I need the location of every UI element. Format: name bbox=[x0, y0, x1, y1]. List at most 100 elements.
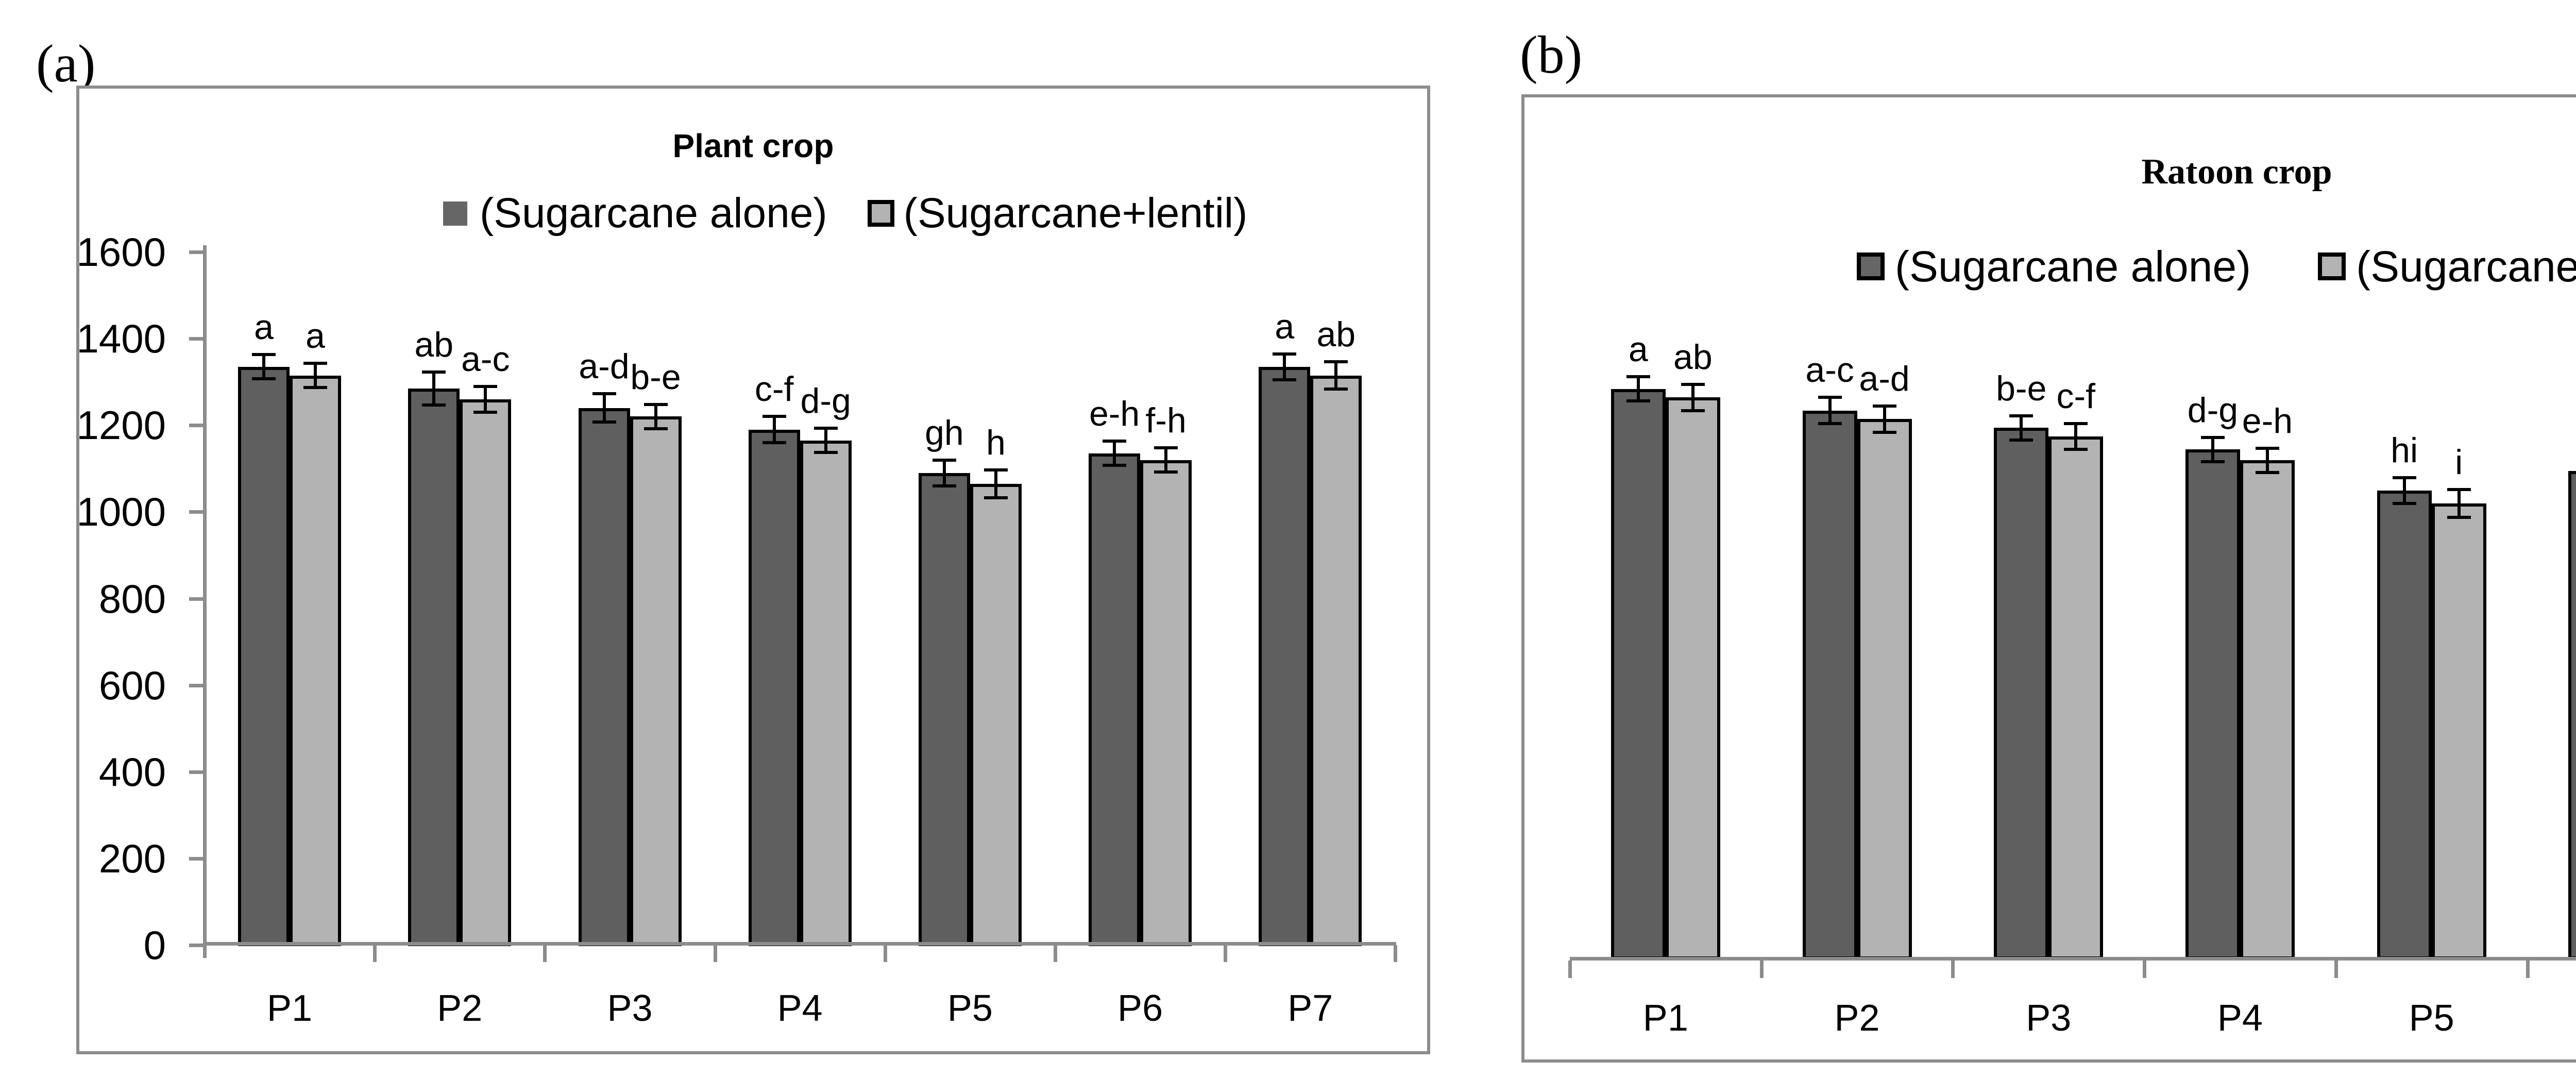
bar-sugarcane-alone bbox=[1259, 366, 1311, 946]
bar-sugarcane-alone bbox=[2568, 471, 2576, 959]
significance-letter: i bbox=[2455, 443, 2463, 482]
x-axis-tick bbox=[1759, 961, 1764, 978]
significance-letter: a-c bbox=[461, 339, 510, 379]
bar-sugarcane-alone bbox=[408, 388, 460, 946]
x-axis-tick bbox=[2334, 961, 2338, 978]
error-bar-top-cap bbox=[1872, 405, 1896, 408]
error-bar-top-cap bbox=[303, 362, 328, 365]
y-tick-label: 600 bbox=[98, 662, 166, 708]
error-bar-bottom-cap bbox=[2064, 448, 2088, 451]
significance-letter: e-h bbox=[1089, 394, 1140, 434]
significance-letter: b-e bbox=[1996, 368, 2047, 408]
bar-sugarcane-lentil bbox=[630, 416, 682, 946]
significance-letter: ab bbox=[414, 325, 454, 364]
error-bar-top-cap bbox=[252, 353, 276, 357]
bar-sugarcane-lentil bbox=[2431, 503, 2486, 959]
y-tick-label: 200 bbox=[98, 835, 166, 881]
x-category-label: P6 bbox=[1117, 988, 1163, 1029]
error-bar-top-cap bbox=[1818, 396, 1842, 399]
error-bar bbox=[484, 386, 487, 413]
y-axis-tick bbox=[189, 424, 203, 428]
error-bar bbox=[1283, 353, 1286, 380]
error-bar-top-cap bbox=[984, 468, 1008, 471]
x-axis-line bbox=[1570, 957, 2576, 961]
legend-label-sugarcane-lentil: (Sugarcane+lentil) bbox=[2356, 242, 2576, 291]
y-axis-line bbox=[203, 245, 207, 958]
bar-sugarcane-lentil bbox=[970, 483, 1022, 946]
error-bar bbox=[2211, 437, 2214, 462]
legend-swatch-sugarcane-lentil bbox=[867, 200, 894, 227]
x-axis-tick bbox=[1568, 961, 1572, 978]
error-bar-top-cap bbox=[2009, 414, 2033, 417]
error-bar bbox=[1164, 447, 1168, 473]
panel-a-legend: (Sugarcane alone) (Sugarcane+lentil) bbox=[443, 192, 1247, 234]
error-bar-top-cap bbox=[643, 402, 668, 406]
legend-label-sugarcane-lentil: (Sugarcane+lentil) bbox=[903, 190, 1248, 237]
error-bar-top-cap bbox=[473, 384, 498, 388]
error-bar bbox=[942, 460, 946, 486]
error-bar-bottom-cap bbox=[2200, 460, 2225, 463]
x-axis-tick bbox=[883, 945, 887, 962]
panel-a-frame: Plant crop (Sugarcane alone) (Sugarcane+… bbox=[76, 86, 1430, 1054]
bar-sugarcane-alone bbox=[1611, 389, 1666, 959]
significance-letter: c-f bbox=[2056, 376, 2096, 416]
error-bar-bottom-cap bbox=[984, 496, 1008, 499]
x-axis-tick bbox=[543, 945, 547, 962]
x-category-label: P3 bbox=[607, 988, 653, 1029]
x-category-label: P1 bbox=[267, 988, 313, 1029]
error-bar-bottom-cap bbox=[1324, 388, 1348, 391]
significance-letter: f-h bbox=[1145, 400, 1187, 440]
x-axis-tick bbox=[1951, 961, 1955, 978]
error-bar bbox=[994, 469, 997, 498]
significance-letter: a bbox=[254, 308, 274, 347]
error-bar-bottom-cap bbox=[1273, 378, 1297, 381]
x-axis-line bbox=[203, 942, 1396, 946]
x-category-label: P1 bbox=[1642, 998, 1688, 1039]
significance-letter: a-c bbox=[1805, 350, 1854, 390]
error-bar bbox=[2020, 415, 2023, 440]
significance-letter: c-f bbox=[754, 369, 794, 409]
panel-b-legend: (Sugarcane alone) (Sugarcane+lentil) bbox=[1857, 245, 2576, 288]
x-axis-tick bbox=[2526, 961, 2530, 978]
y-axis-tick bbox=[189, 250, 203, 254]
error-bar-bottom-cap bbox=[1103, 464, 1127, 467]
error-bar-top-cap bbox=[1681, 383, 1705, 386]
legend-swatch-sugarcane-lentil bbox=[2318, 252, 2346, 280]
x-axis-tick bbox=[1054, 945, 1057, 962]
bar-sugarcane-lentil bbox=[290, 375, 342, 946]
error-bar-bottom-cap bbox=[422, 403, 446, 407]
bar-sugarcane-alone bbox=[238, 366, 290, 946]
error-bar-top-cap bbox=[1626, 375, 1650, 379]
error-bar bbox=[1636, 377, 1640, 401]
error-bar-top-cap bbox=[2255, 446, 2279, 450]
error-bar-top-cap bbox=[2392, 476, 2416, 479]
error-bar-bottom-cap bbox=[2392, 502, 2416, 506]
significance-letter: d-g bbox=[800, 381, 851, 421]
x-axis-tick bbox=[1224, 945, 1228, 962]
error-bar bbox=[432, 372, 436, 405]
error-bar bbox=[1334, 361, 1338, 390]
significance-letter: hi bbox=[2391, 430, 2418, 470]
error-bar-bottom-cap bbox=[1681, 409, 1705, 412]
significance-letter: a-d bbox=[1859, 359, 1910, 399]
error-bar-top-cap bbox=[592, 392, 616, 395]
error-bar-bottom-cap bbox=[1626, 399, 1650, 403]
error-bar bbox=[262, 355, 266, 379]
bar-sugarcane-alone bbox=[1089, 453, 1141, 946]
x-category-label: P6 bbox=[2556, 999, 2576, 1037]
error-bar bbox=[2074, 423, 2078, 450]
significance-letter: a-d bbox=[579, 346, 630, 386]
error-bar bbox=[1113, 441, 1116, 466]
error-bar-top-cap bbox=[762, 415, 786, 418]
legend-swatch-sugarcane-alone bbox=[1857, 252, 1885, 280]
error-bar bbox=[2265, 448, 2269, 473]
error-bar-top-cap bbox=[814, 427, 838, 430]
error-bar-top-cap bbox=[2200, 435, 2225, 439]
significance-letter: gh bbox=[925, 413, 964, 452]
error-bar-bottom-cap bbox=[1872, 430, 1896, 434]
error-bar bbox=[2402, 477, 2406, 504]
error-bar bbox=[1883, 406, 1886, 432]
error-bar-bottom-cap bbox=[814, 451, 838, 454]
bar-sugarcane-lentil bbox=[1665, 397, 1720, 959]
bar-sugarcane-alone bbox=[2185, 449, 2240, 959]
